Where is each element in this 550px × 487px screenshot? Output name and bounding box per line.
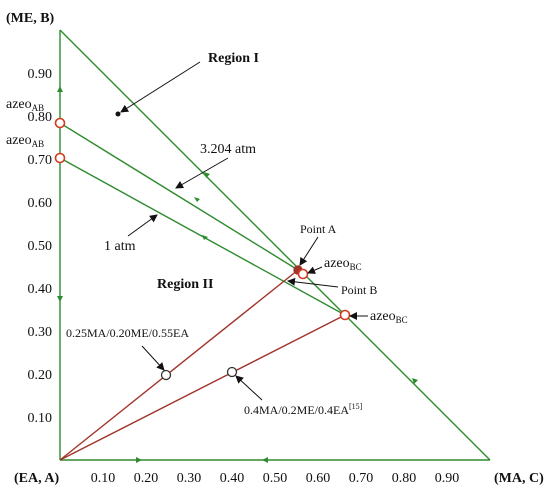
- flow-arrow: [136, 457, 142, 463]
- azeo-bc-lower-label: azeoBC: [370, 309, 408, 325]
- region-1-dot: [115, 111, 121, 117]
- azeo-bc-upper-arrow: [307, 266, 323, 274]
- x-tick-label: 0.30: [177, 471, 202, 486]
- label-3204atm: 3.204 atm: [200, 142, 256, 157]
- x-tick-label: 0.20: [134, 471, 159, 486]
- y-tick-label: 0.30: [28, 325, 53, 340]
- point-b-label: Point B: [341, 283, 377, 297]
- x-tick-label: 0.60: [306, 471, 331, 486]
- azeo-ab-upper-label: azeoAB: [6, 97, 44, 113]
- y-tick-label: 0.20: [28, 368, 53, 383]
- flow-arrow: [57, 86, 63, 92]
- x-axis-end-label: (MA, C): [494, 471, 544, 486]
- y-tick-label: 0.90: [28, 67, 53, 82]
- point-a-label: Point A: [300, 222, 337, 236]
- label-1atm: 1 atm: [104, 239, 136, 254]
- feed-2-label: 0.4MA/0.2ME/0.4EA[15]: [244, 402, 363, 417]
- feed-1-marker: [160, 369, 172, 381]
- flow-arrow: [57, 296, 63, 302]
- y-tick-label: 0.40: [28, 282, 53, 297]
- point-b-arrow: [287, 277, 339, 288]
- y-axis-end-label: (ME, B): [6, 11, 55, 26]
- azeo-ab-lower-marker: [54, 152, 66, 164]
- x-tick-label: 0.70: [349, 471, 374, 486]
- flow-arrow: [262, 457, 268, 463]
- x-tick-label: 0.90: [435, 471, 460, 486]
- flow-arrow: [202, 235, 208, 240]
- y-tick-label: 0.60: [28, 196, 53, 211]
- x-tick-label: 0.40: [220, 471, 245, 486]
- origin-label: (EA, A): [14, 471, 59, 486]
- feed-1-arrow: [141, 345, 165, 371]
- label-3204atm-arrow: [175, 157, 229, 189]
- label-1atm-arrow: [127, 214, 158, 237]
- x-tick-label: 0.50: [263, 471, 288, 486]
- azeo-ab-upper-marker: [54, 117, 66, 129]
- feed-2-arrow: [235, 375, 263, 401]
- flow-arrow: [204, 172, 210, 178]
- flow-arrow: [194, 197, 200, 202]
- y-tick-label: 0.80: [28, 110, 53, 125]
- azeo-bc-lower-marker: [339, 309, 351, 321]
- red-line-feed2: [59, 314, 346, 461]
- azeo-bc-upper-label: azeoBC: [324, 256, 362, 272]
- feed-1-label: 0.25MA/0.20ME/0.55EA: [66, 326, 189, 340]
- y-tick-label: 0.70: [28, 153, 53, 168]
- feed-2-marker: [226, 366, 238, 378]
- y-tick-label: 0.10: [28, 411, 53, 426]
- y-tick-labels: 0.90 0.80 0.70 0.60 0.50 0.40 0.30 0.20 …: [28, 67, 53, 426]
- region-2-label: Region II: [157, 277, 213, 292]
- azeo-bc-upper-marker: [297, 268, 309, 280]
- x-tick-label: 0.10: [91, 471, 116, 486]
- x-tick-label: 0.80: [392, 471, 417, 486]
- x-tick-labels: 0.10 0.20 0.30 0.40 0.50 0.60 0.70 0.80 …: [91, 471, 460, 486]
- y-tick-label: 0.50: [28, 239, 53, 254]
- red-line-feed1: [59, 269, 299, 461]
- boundary-3204atm: [59, 122, 299, 271]
- hypotenuse-line: [59, 29, 491, 461]
- region-1-arrow: [120, 61, 201, 113]
- boundary-1atm: [59, 157, 346, 316]
- region-1-label: Region I: [208, 51, 259, 66]
- azeo-ab-lower-label: azeoAB: [6, 133, 44, 149]
- flow-arrow: [412, 378, 418, 384]
- point-a-arrow: [299, 236, 319, 266]
